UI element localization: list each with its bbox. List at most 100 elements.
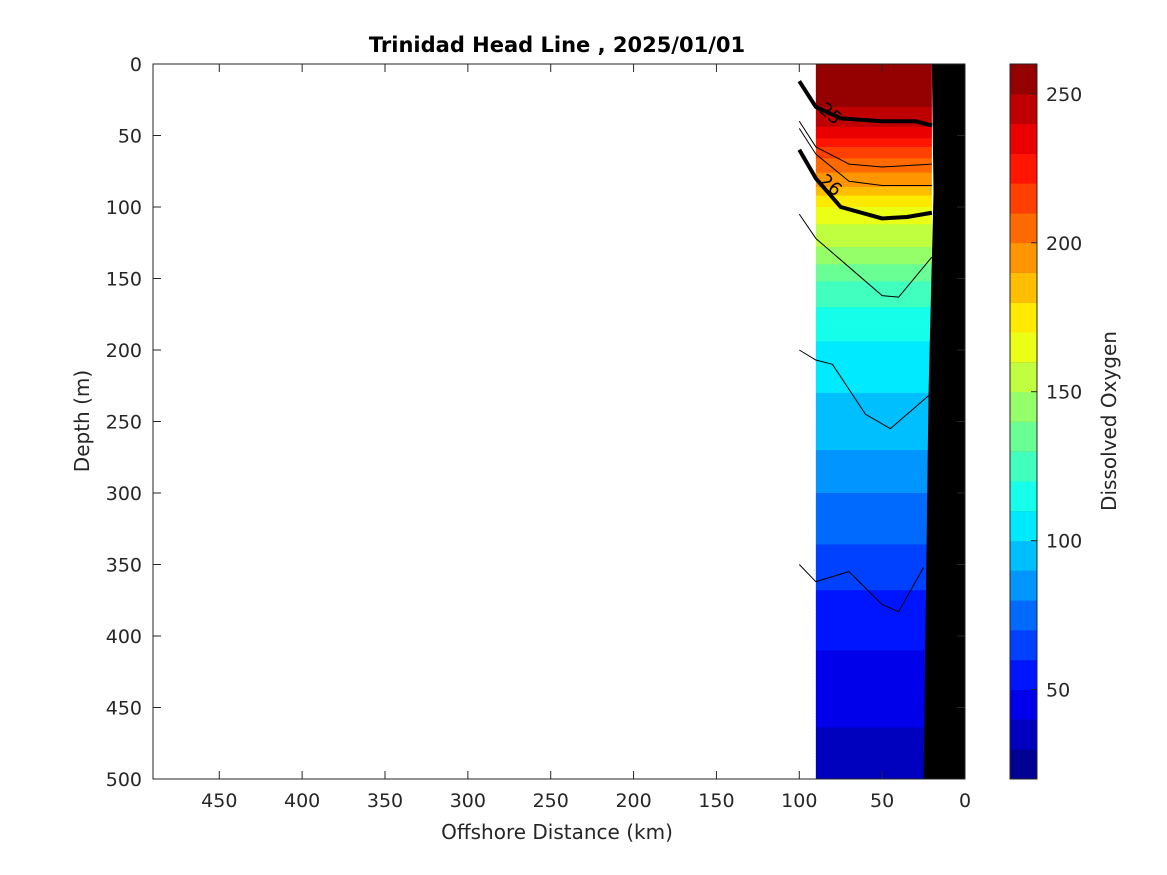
oxygen-cell (815, 324, 932, 328)
oxygen-cell (815, 441, 932, 445)
oxygen-field (815, 64, 932, 779)
oxygen-cell (815, 347, 932, 351)
oxygen-cell (815, 538, 932, 543)
oxygen-cell (815, 92, 932, 97)
oxygen-cell (815, 684, 932, 689)
oxygen-cell (815, 64, 932, 68)
oxygen-cell (815, 550, 932, 554)
oxygen-cell (815, 232, 932, 237)
oxygen-cell (815, 567, 932, 571)
oxygen-cell (815, 478, 932, 483)
oxygen-cell (815, 484, 932, 488)
oxygen-cell (815, 261, 932, 265)
oxygen-cell (815, 141, 932, 145)
colorbar-swatch (1010, 749, 1037, 780)
x-tick-label: 200 (615, 790, 651, 812)
oxygen-cell (815, 495, 932, 500)
oxygen-cell (815, 627, 932, 631)
oxygen-cell (815, 78, 932, 82)
oxygen-cell (815, 721, 932, 726)
oxygen-cell (815, 370, 932, 374)
oxygen-cell (815, 773, 932, 777)
oxygen-cell (815, 464, 932, 468)
oxygen-cell (815, 696, 932, 700)
bathymetry (923, 64, 965, 779)
oxygen-cell (815, 650, 932, 654)
y-tick-label: 150 (106, 269, 142, 291)
oxygen-cell (815, 430, 932, 434)
oxygen-cell (815, 161, 932, 165)
oxygen-cell (815, 644, 932, 649)
oxygen-cell (815, 146, 932, 151)
colorbar-swatch (1010, 421, 1037, 452)
x-tick-label: 300 (450, 790, 486, 812)
x-tick-label: 0 (959, 790, 971, 812)
x-axis-label: Offshore Distance (km) (441, 820, 673, 844)
oxygen-cell (815, 770, 932, 774)
colorbar-swatch (1010, 123, 1037, 154)
oxygen-cell (815, 647, 932, 651)
oxygen-cell (815, 736, 932, 740)
oxygen-cell (815, 407, 932, 411)
oxygen-cell (815, 138, 932, 142)
oxygen-cell (815, 144, 932, 148)
oxygen-cell (815, 521, 932, 526)
oxygen-cell (815, 504, 932, 508)
oxygen-cell (815, 198, 932, 202)
oxygen-cell (815, 69, 932, 74)
oxygen-cell (815, 364, 932, 368)
oxygen-cell (815, 367, 932, 371)
oxygen-cell (815, 421, 932, 425)
oxygen-cell (815, 653, 932, 657)
colorbar-tick-label: 150 (1046, 382, 1082, 404)
y-tick-label: 200 (106, 340, 142, 362)
oxygen-cell (815, 372, 932, 377)
oxygen-cell (815, 98, 932, 102)
oxygen-cell (815, 747, 932, 751)
density-contour-line (798, 128, 932, 187)
oxygen-cell (815, 636, 932, 640)
colorbar-tick-label: 250 (1046, 84, 1082, 106)
oxygen-cell (815, 378, 932, 383)
oxygen-cell (815, 581, 932, 586)
oxygen-cell (815, 155, 932, 159)
oxygen-cell (815, 390, 932, 394)
oxygen-cell (815, 758, 932, 763)
oxygen-cell (815, 544, 932, 548)
oxygen-cell (815, 487, 932, 491)
oxygen-cell (815, 535, 932, 540)
oxygen-cell (815, 338, 932, 343)
oxygen-cell (815, 352, 932, 357)
oxygen-cell (815, 152, 932, 157)
oxygen-cell (815, 518, 932, 523)
oxygen-cell (815, 415, 932, 420)
oxygen-cell (815, 278, 932, 282)
oxygen-cell (815, 344, 932, 348)
oxygen-cell (815, 744, 932, 749)
oxygen-cell (815, 510, 932, 514)
oxygen-cell (815, 458, 932, 463)
oxygen-cell (815, 578, 932, 583)
x-tick-label: 150 (698, 790, 734, 812)
oxygen-cell (815, 638, 932, 643)
oxygen-cell (815, 467, 932, 471)
oxygen-cell (815, 158, 932, 162)
oxygen-cell (815, 312, 932, 317)
oxygen-cell (815, 244, 932, 248)
oxygen-cell (815, 281, 932, 285)
colorbar: 50 100 150 200 250 (1009, 63, 1082, 780)
oxygen-cell (815, 292, 932, 297)
oxygen-cell (815, 341, 932, 345)
oxygen-cell (815, 716, 932, 720)
oxygen-cell (815, 573, 932, 577)
oxygen-cell (815, 66, 932, 71)
colorbar-swatch (1010, 332, 1037, 363)
colorbar-swatch (1010, 659, 1037, 691)
oxygen-cell (815, 472, 932, 477)
oxygen-cell (815, 601, 932, 606)
oxygen-cell (815, 490, 932, 494)
oxygen-cell (815, 89, 932, 94)
colorbar-swatch (1010, 689, 1037, 720)
oxygen-cell (815, 667, 932, 671)
